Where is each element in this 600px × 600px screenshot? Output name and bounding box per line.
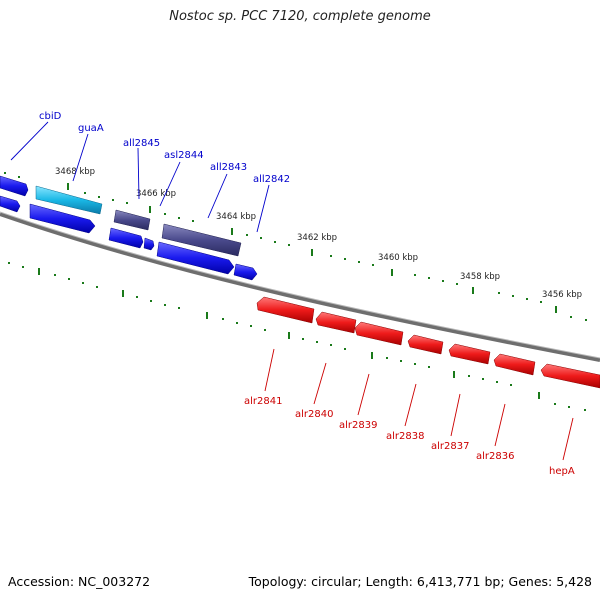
gene-label-asl2844[interactable]: asl2844: [164, 150, 204, 161]
gene-arrow-alr2837[interactable]: [448, 343, 491, 365]
lower-tick-track: [8, 262, 586, 411]
gene-arrow-alr2839[interactable]: [354, 321, 404, 346]
forward-leader-lines: [10, 121, 270, 233]
map-title: Nostoc sp. PCC 7120, complete genome: [169, 9, 431, 24]
upper-major-ticks: [67, 183, 557, 313]
gene-label-alr2838[interactable]: alr2838: [386, 431, 424, 442]
topology-text: Topology: circular; Length: 6,413,771 bp…: [248, 574, 592, 589]
genome-backbone: [0, 212, 600, 362]
gene-arrow-asl2844[interactable]: [143, 237, 155, 251]
kbp-label: 3464 kbp: [216, 212, 256, 222]
kbp-label: 3466 kbp: [136, 189, 176, 199]
gene-label-all2843[interactable]: all2843: [210, 162, 247, 173]
gene-label-alr2837[interactable]: alr2837: [431, 441, 469, 452]
gene-arrow-alr2836[interactable]: [493, 353, 536, 376]
gene-arrow-all2842[interactable]: [233, 263, 258, 281]
gene-arrow-all2845[interactable]: [113, 209, 151, 231]
gene-arrow-alr2840[interactable]: [315, 311, 357, 334]
gene-label-cbid[interactable]: cbiD: [39, 111, 62, 122]
gene-arrow-all2843[interactable]: [161, 223, 242, 257]
gene-arrow-all2843-lower[interactable]: [156, 241, 235, 275]
gene-label-guaa[interactable]: guaA: [78, 123, 104, 134]
gene-arrow-cbid-lower[interactable]: [0, 195, 21, 213]
kbp-label: 3458 kbp: [460, 272, 500, 282]
reverse-leader-lines: [264, 348, 574, 461]
kbp-label: 3456 kbp: [542, 290, 582, 300]
gene-label-all2842[interactable]: all2842: [253, 174, 290, 185]
gene-label-alr2841[interactable]: alr2841: [244, 396, 282, 407]
forward-gene-track: [0, 175, 258, 281]
accession-text: Accession: NC_003272: [8, 574, 151, 589]
gene-label-hepa[interactable]: hepA: [549, 466, 575, 477]
genome-backbone-highlight: [0, 211, 600, 359]
gene-arrow-alr2838[interactable]: [407, 334, 444, 355]
gene-label-all2845[interactable]: all2845: [123, 138, 160, 149]
gene-arrow-guaa-lower[interactable]: [29, 203, 96, 234]
reverse-gene-track: [256, 296, 600, 389]
kbp-label: 3460 kbp: [378, 253, 418, 263]
gene-arrow-guaa[interactable]: [35, 185, 103, 215]
kbp-label: 3468 kbp: [55, 167, 95, 177]
gene-arrow-alr2841[interactable]: [256, 296, 315, 324]
gene-label-alr2839[interactable]: alr2839: [339, 420, 377, 431]
gene-arrow-hepa[interactable]: [540, 363, 600, 389]
lower-major-ticks: [38, 268, 540, 399]
gene-arrow-cbid[interactable]: [0, 175, 29, 197]
upper-tick-track: [4, 172, 587, 321]
kbp-label: 3462 kbp: [297, 233, 337, 243]
gene-arrow-all2845-lower[interactable]: [108, 227, 144, 249]
gene-label-alr2836[interactable]: alr2836: [476, 451, 514, 462]
gene-label-alr2840[interactable]: alr2840: [295, 409, 333, 420]
